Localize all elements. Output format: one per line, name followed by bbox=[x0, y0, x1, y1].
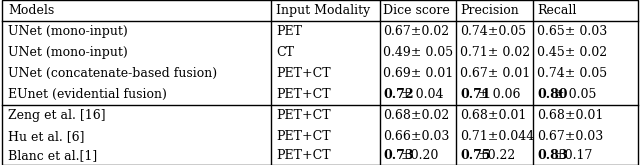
Text: ±0.17: ±0.17 bbox=[554, 149, 593, 162]
Text: Zeng et al. [16]: Zeng et al. [16] bbox=[8, 109, 106, 122]
Text: 0.67± 0.01: 0.67± 0.01 bbox=[460, 67, 531, 80]
Text: Models: Models bbox=[8, 4, 54, 17]
Text: ± 0.05: ± 0.05 bbox=[554, 88, 596, 101]
Text: ± 0.06: ± 0.06 bbox=[477, 88, 520, 101]
Text: Input Modality: Input Modality bbox=[276, 4, 371, 17]
Text: 0.74±0.05: 0.74±0.05 bbox=[460, 25, 526, 38]
Text: Blanc et al.[1]: Blanc et al.[1] bbox=[8, 149, 97, 162]
Text: UNet (concatenate-based fusion): UNet (concatenate-based fusion) bbox=[8, 67, 218, 80]
Text: PET+CT: PET+CT bbox=[276, 109, 331, 122]
Text: Dice score: Dice score bbox=[383, 4, 450, 17]
Text: 0.71: 0.71 bbox=[460, 88, 491, 101]
Text: 0.74± 0.05: 0.74± 0.05 bbox=[537, 67, 607, 80]
Text: 0.68±0.01: 0.68±0.01 bbox=[537, 109, 604, 122]
Text: Precision: Precision bbox=[460, 4, 519, 17]
Text: ± 0.04: ± 0.04 bbox=[401, 88, 444, 101]
Text: EUnet (evidential fusion): EUnet (evidential fusion) bbox=[8, 88, 167, 101]
Text: 0.66±0.03: 0.66±0.03 bbox=[383, 130, 450, 143]
Text: 0.80: 0.80 bbox=[537, 88, 568, 101]
Text: 0.69± 0.01: 0.69± 0.01 bbox=[383, 67, 454, 80]
Text: 0.49± 0.05: 0.49± 0.05 bbox=[383, 46, 454, 59]
Text: UNet (mono-input): UNet (mono-input) bbox=[8, 25, 128, 38]
Text: 0.72: 0.72 bbox=[383, 88, 414, 101]
Text: 0.71±0.044: 0.71±0.044 bbox=[460, 130, 534, 143]
Text: PET+CT: PET+CT bbox=[276, 149, 331, 162]
Text: Recall: Recall bbox=[537, 4, 577, 17]
Text: PET+CT: PET+CT bbox=[276, 88, 331, 101]
Text: PET+CT: PET+CT bbox=[276, 130, 331, 143]
Text: CT: CT bbox=[276, 46, 294, 59]
Text: ±0.22: ±0.22 bbox=[477, 149, 516, 162]
Text: 0.75: 0.75 bbox=[460, 149, 491, 162]
Text: 0.45± 0.02: 0.45± 0.02 bbox=[537, 46, 607, 59]
Text: ±0.20: ±0.20 bbox=[401, 149, 439, 162]
Text: 0.71± 0.02: 0.71± 0.02 bbox=[460, 46, 531, 59]
Text: UNet (mono-input): UNet (mono-input) bbox=[8, 46, 128, 59]
Text: 0.67±0.03: 0.67±0.03 bbox=[537, 130, 604, 143]
Text: 0.73: 0.73 bbox=[383, 149, 414, 162]
Text: 0.68±0.01: 0.68±0.01 bbox=[460, 109, 527, 122]
Text: PET+CT: PET+CT bbox=[276, 67, 331, 80]
Text: 0.83: 0.83 bbox=[537, 149, 567, 162]
Text: PET: PET bbox=[276, 25, 303, 38]
Text: Hu et al. [6]: Hu et al. [6] bbox=[8, 130, 85, 143]
Text: 0.68±0.02: 0.68±0.02 bbox=[383, 109, 450, 122]
Text: 0.65± 0.03: 0.65± 0.03 bbox=[537, 25, 607, 38]
Text: 0.67±0.02: 0.67±0.02 bbox=[383, 25, 449, 38]
